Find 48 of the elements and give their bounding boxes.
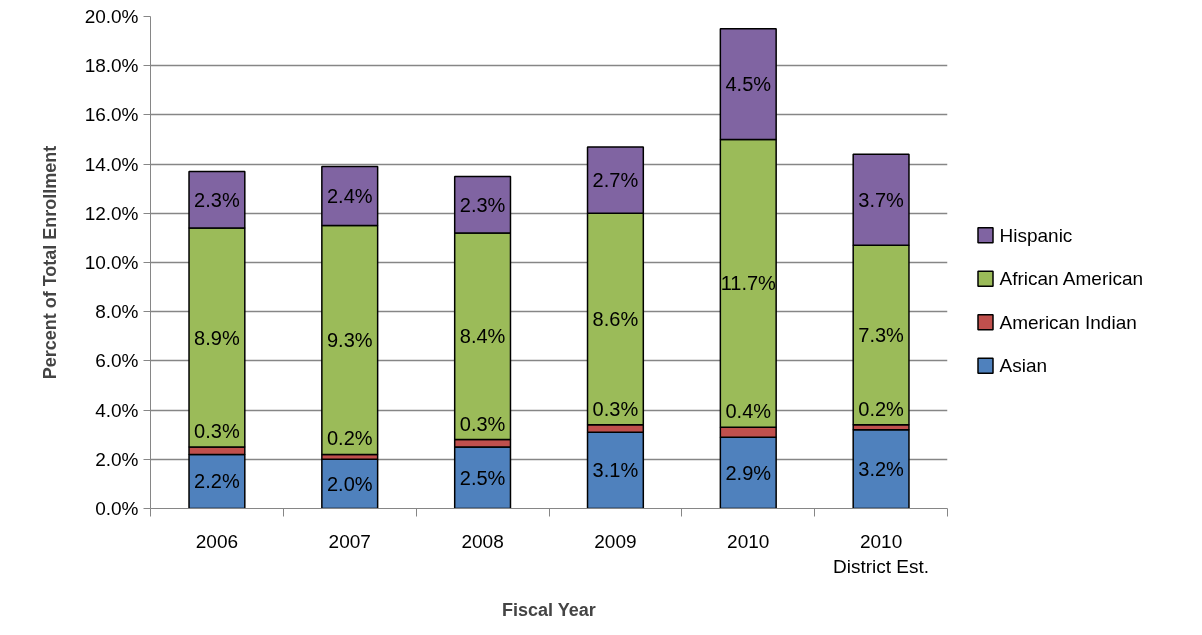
data-label: 2.4%: [326, 185, 373, 208]
data-label: 2.3%: [459, 193, 506, 216]
data-label: 0.3%: [592, 397, 639, 420]
y-tick-label: 12.0%: [84, 202, 139, 224]
data-label: 2.3%: [194, 188, 240, 211]
x-tick-label: 2008: [461, 530, 504, 552]
data-label: 8.9%: [194, 326, 240, 349]
data-label: 0.2%: [326, 427, 373, 450]
data-label: 2.0%: [326, 472, 373, 495]
data-label: 3.2%: [858, 458, 905, 481]
data-label: 7.3%: [858, 324, 905, 347]
bar: [852, 429, 910, 509]
x-tick-label: 2007: [328, 530, 371, 552]
y-tick-label: 8.0%: [95, 301, 139, 323]
legend-label: Hispanic: [999, 224, 1073, 246]
data-label: 2.2%: [194, 470, 240, 493]
legend-label: Asian: [999, 355, 1048, 377]
data-label: 11.7%: [720, 272, 777, 295]
legend-label: American Indian: [999, 311, 1137, 333]
y-tick-label: 0.0%: [95, 498, 139, 519]
y-axis-title: Percent of Total Enrollment: [39, 145, 60, 380]
data-label: 2.9%: [725, 461, 772, 484]
data-label: 0.3%: [459, 412, 506, 435]
y-tick-label: 18.0%: [84, 55, 139, 77]
data-label: 3.7%: [858, 188, 905, 211]
x-tick-label: 2010: [727, 530, 770, 552]
data-label: 3.1%: [592, 459, 639, 482]
data-label: 0.4%: [725, 400, 772, 423]
y-tick-label: 14.0%: [84, 153, 139, 175]
y-tick-label: 6.0%: [95, 350, 139, 372]
data-label: 8.4%: [459, 325, 506, 348]
y-tick-label: 16.0%: [84, 104, 139, 126]
x-tick-label: 2010 District Est.: [833, 530, 930, 577]
y-tick-label: 4.0%: [95, 399, 139, 421]
y-tick-label: 20.0%: [84, 6, 139, 27]
data-label: 9.3%: [326, 328, 373, 351]
data-label: 0.2%: [858, 397, 905, 420]
data-label: 2.5%: [459, 466, 506, 489]
data-label: 4.5%: [725, 73, 772, 96]
data-label: 0.3%: [194, 420, 240, 442]
data-label: 8.6%: [592, 308, 639, 331]
y-tick-label: 10.0%: [84, 252, 139, 273]
data-label: 2.7%: [592, 169, 639, 192]
legend-label: African American: [999, 268, 1144, 290]
x-tick-label: 2006: [195, 530, 239, 552]
x-tick-label: 2009: [594, 530, 637, 552]
x-axis-title: Fiscal Year: [501, 599, 596, 620]
y-tick-label: 2.0%: [95, 448, 139, 470]
